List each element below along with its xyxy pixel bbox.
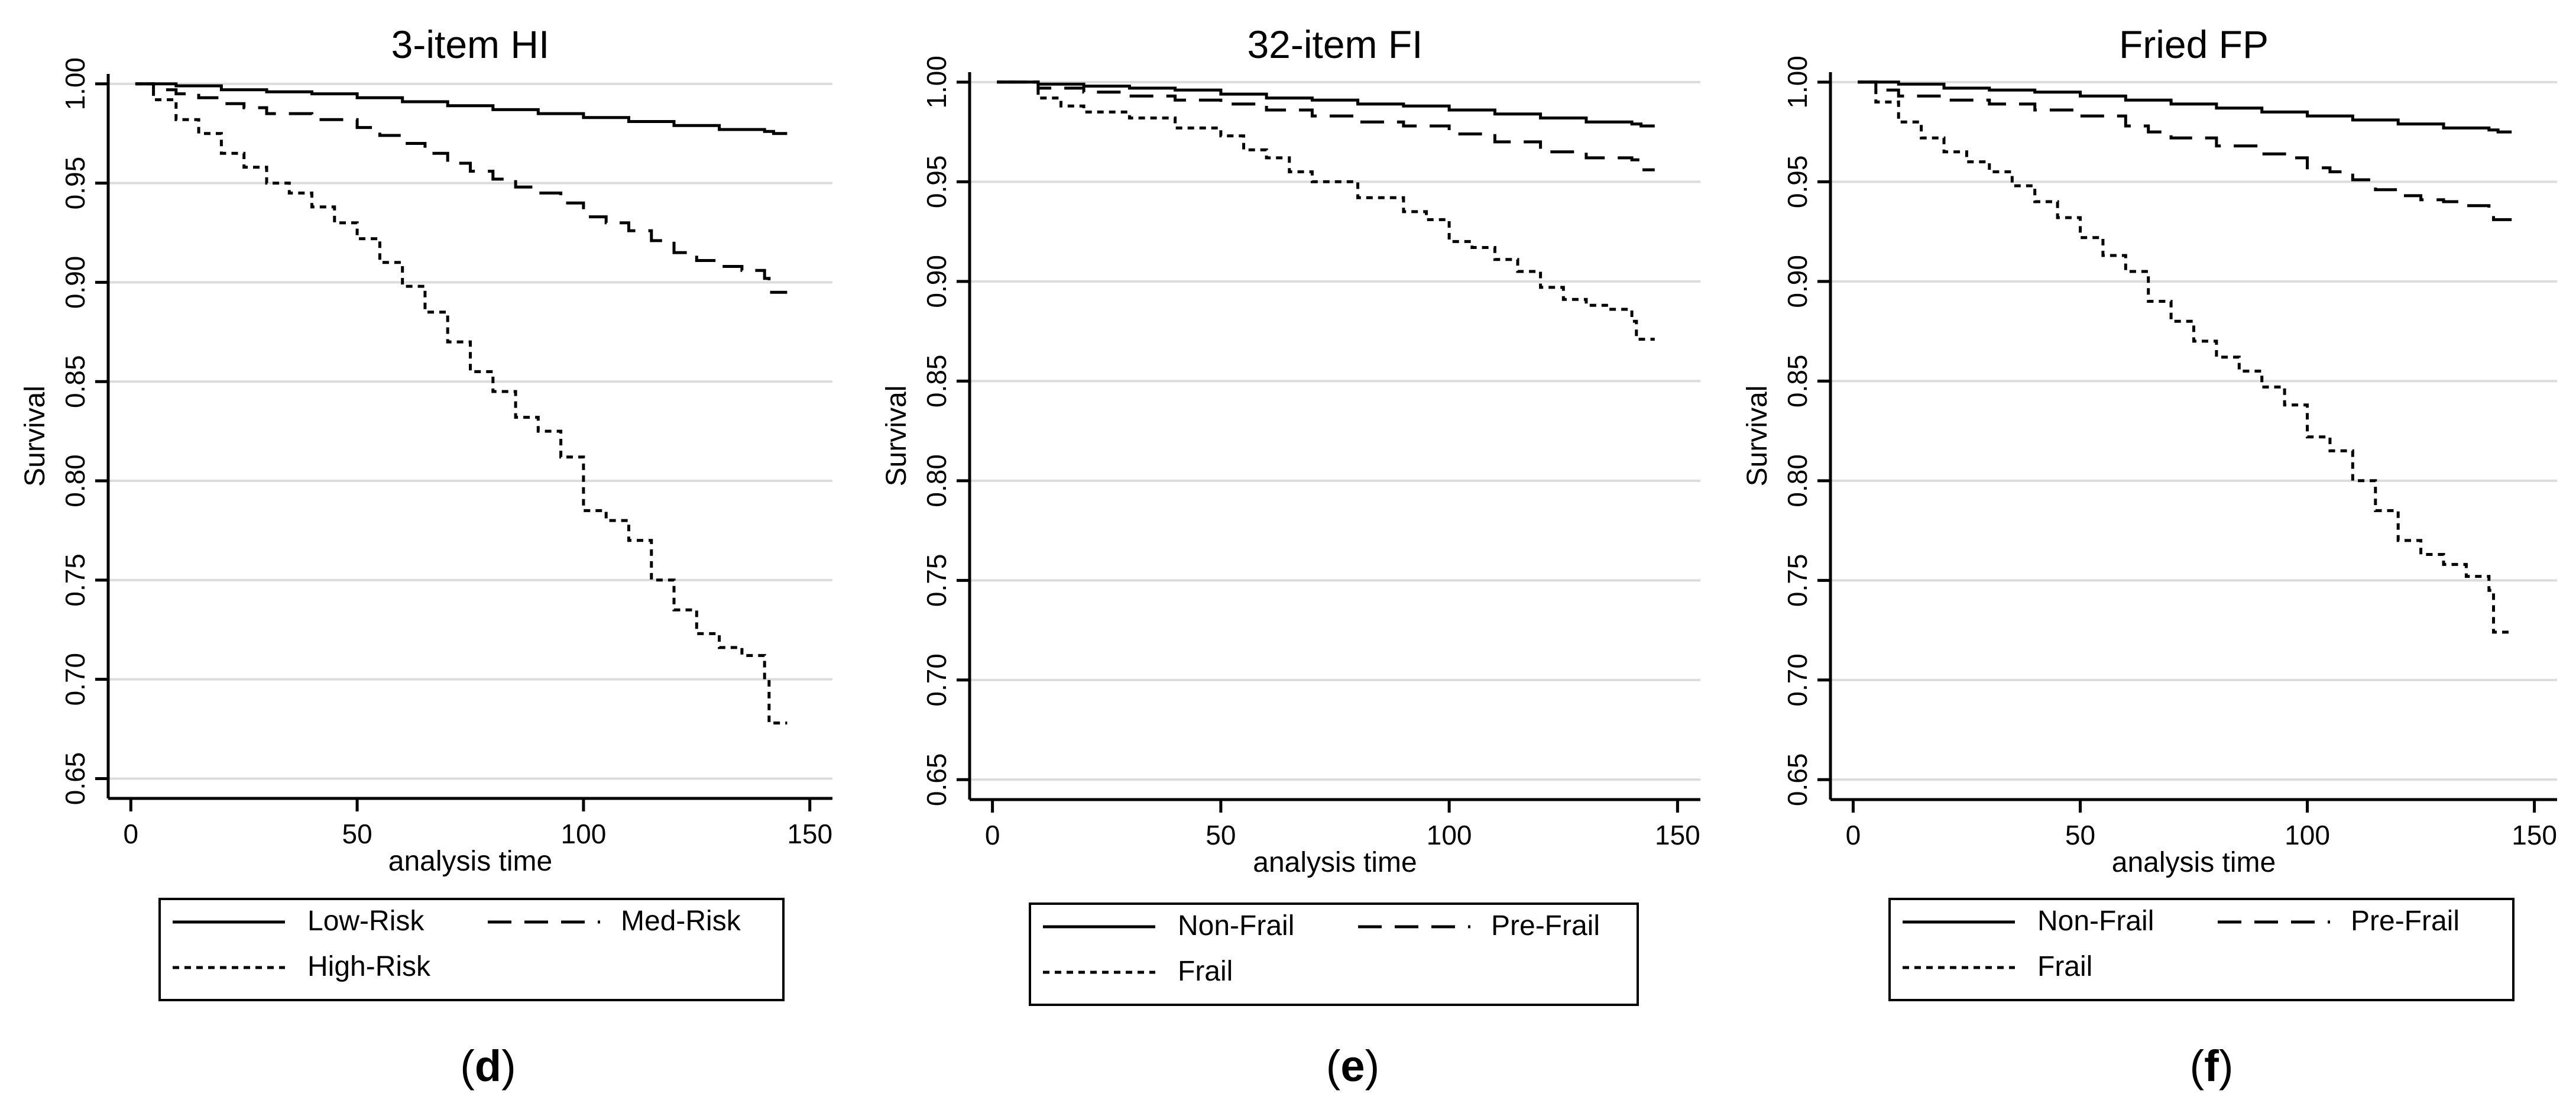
y-axis-label: Survival — [20, 386, 51, 487]
panel-label: (d) — [460, 1041, 516, 1091]
x-tick-label: 0 — [123, 819, 138, 849]
y-tick-label: 0.80 — [1782, 454, 1813, 507]
legend-box — [1888, 898, 2515, 1001]
x-axis-label: analysis time — [1253, 847, 1417, 878]
y-tick-label: 0.85 — [1782, 355, 1813, 408]
y-axis-label: Survival — [881, 386, 912, 487]
chart-title: 32-item FI — [1247, 22, 1423, 66]
y-tick-label: 0.70 — [921, 654, 952, 707]
series-line-frail — [1858, 80, 2512, 634]
legend-label: Frail — [2037, 951, 2092, 982]
y-tick-label: 1.00 — [921, 56, 952, 109]
y-tick-label: 0.65 — [60, 752, 90, 806]
y-tick-label: 0.75 — [60, 554, 90, 607]
legend-label: Non-Frail — [1178, 910, 1294, 942]
legend-label: Pre-Frail — [2351, 905, 2460, 937]
legend: Non-Frail Pre-Frail Frail — [1029, 902, 1639, 1006]
series-line-frail — [997, 80, 1655, 341]
panel-label: (f) — [2190, 1041, 2234, 1091]
y-tick-label: 0.65 — [921, 753, 952, 807]
x-tick-label: 50 — [1206, 820, 1236, 850]
y-tick-label: 0.75 — [921, 554, 952, 607]
series-line-high-risk — [135, 82, 788, 724]
x-tick-label: 50 — [2065, 820, 2095, 850]
chart-panel-d: 3-item HI 0.65 0.70 0.75 0.80 0.85 0.90 0.95 1.0… — [20, 22, 832, 1091]
legend-label: Frail — [1178, 956, 1233, 987]
x-tick-label: 0 — [985, 820, 1000, 850]
legend-label: Low-Risk — [307, 905, 425, 937]
chart-panel-e: 32-item FI 0.65 0.70 0.75 0.80 0.85 0.90 0.95 1.… — [881, 22, 1700, 1091]
x-axis-label: analysis time — [2112, 847, 2276, 878]
series-line-non-frail — [997, 80, 1655, 128]
legend-box — [1029, 902, 1639, 1006]
x-tick-label: 150 — [2512, 820, 2557, 850]
legend: Low-Risk Med-Risk High-Risk — [158, 898, 785, 1001]
y-tick-label: 0.95 — [60, 157, 90, 210]
series-line-non-frail — [1858, 80, 2512, 134]
y-tick-label: 1.00 — [1782, 56, 1813, 109]
legend-label: Pre-Frail — [1491, 910, 1600, 942]
y-tick-label: 0.85 — [60, 355, 90, 408]
x-tick-label: 100 — [1427, 820, 1472, 850]
y-tick-label: 1.00 — [60, 57, 90, 111]
series-line-med-risk — [135, 82, 788, 294]
series-line-pre-frail — [1858, 80, 2512, 221]
y-tick-label: 0.95 — [1782, 156, 1813, 209]
chart-panel-f: Fried FP 0.65 0.70 0.75 0.80 0.85 0.90 0.95 1.00… — [1742, 22, 2557, 1091]
legend-label: Med-Risk — [621, 905, 741, 937]
y-tick-label: 0.85 — [921, 355, 952, 408]
y-tick-label: 0.75 — [1782, 554, 1813, 607]
y-tick-label: 0.90 — [1782, 255, 1813, 308]
x-axis-label: analysis time — [388, 846, 552, 877]
y-tick-label: 0.65 — [1782, 753, 1813, 807]
y-axis-label: Survival — [1742, 386, 1773, 487]
y-tick-label: 0.95 — [921, 156, 952, 209]
legend-box — [158, 898, 785, 1001]
series-line-pre-frail — [997, 80, 1655, 172]
x-tick-label: 0 — [1846, 820, 1861, 850]
y-tick-label: 0.90 — [921, 255, 952, 308]
y-tick-label: 0.90 — [60, 256, 90, 309]
y-tick-label: 0.70 — [60, 653, 90, 706]
y-tick-label: 0.80 — [921, 454, 952, 507]
x-tick-label: 150 — [787, 819, 832, 849]
legend: Non-Frail Pre-Frail Frail — [1888, 898, 2515, 1001]
chart-title: 3-item HI — [391, 22, 550, 66]
x-tick-label: 50 — [342, 819, 372, 849]
y-tick-label: 0.70 — [1782, 654, 1813, 707]
x-tick-label: 150 — [1655, 820, 1700, 850]
series-line-low-risk — [135, 82, 788, 135]
y-tick-label: 0.80 — [60, 454, 90, 507]
chart-title: Fried FP — [2119, 22, 2269, 66]
panel-label: (e) — [1326, 1041, 1379, 1091]
legend-label: Non-Frail — [2037, 905, 2154, 937]
legend-label: High-Risk — [307, 951, 431, 982]
x-tick-label: 100 — [561, 819, 607, 849]
x-tick-label: 100 — [2285, 820, 2330, 850]
